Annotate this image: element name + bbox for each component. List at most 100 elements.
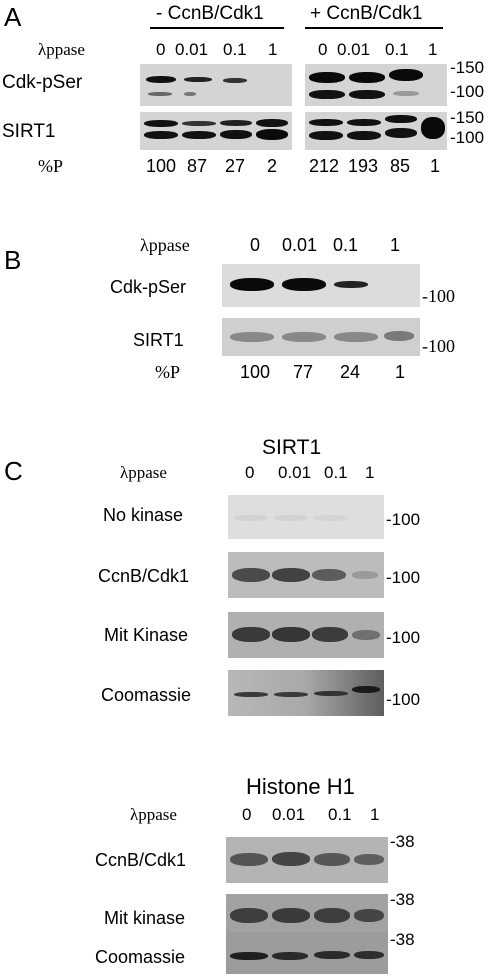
row-label-coomassie-h1: Coomassie bbox=[95, 947, 186, 967]
band bbox=[274, 692, 308, 697]
row-label-sirt1-a: SIRT1 bbox=[2, 121, 56, 142]
sirt1-title-c: SIRT1 bbox=[262, 436, 322, 459]
blot-b-cdk bbox=[222, 264, 420, 307]
ppase-h1-3: 1 bbox=[370, 805, 380, 824]
pct-label-a: %P bbox=[38, 156, 64, 176]
mw-c-coomassie: -100 bbox=[386, 690, 421, 709]
group-plus-underline bbox=[305, 27, 443, 29]
band bbox=[354, 951, 384, 959]
ppase-a-minus-2: 0.1 bbox=[223, 40, 247, 59]
blot-h1-ccnb-cdk1 bbox=[226, 837, 388, 883]
blot-c-ccnb-cdk1 bbox=[228, 552, 384, 598]
band bbox=[347, 119, 381, 126]
blot-b-sirt1 bbox=[222, 318, 420, 356]
panel-b-letter: B bbox=[4, 245, 22, 275]
band bbox=[272, 568, 310, 582]
band bbox=[314, 951, 350, 959]
mw-h1-coomassie: -38 bbox=[390, 930, 415, 949]
band bbox=[385, 128, 417, 138]
band bbox=[144, 120, 178, 127]
band bbox=[312, 569, 346, 581]
band bbox=[232, 627, 270, 642]
group-minus-underline bbox=[150, 27, 284, 29]
band bbox=[220, 120, 252, 126]
band bbox=[309, 90, 345, 99]
row-label-mit-kinase-c: Mit Kinase bbox=[104, 625, 189, 645]
band bbox=[352, 686, 380, 693]
band bbox=[352, 630, 380, 640]
ppase-b-3: 1 bbox=[390, 235, 401, 255]
band bbox=[234, 515, 268, 521]
ppase-c-0: 0 bbox=[245, 463, 255, 482]
pct-a-minus-0: 100 bbox=[146, 156, 177, 176]
mw-a2-150: -150 bbox=[450, 108, 485, 127]
pct-b-0: 100 bbox=[240, 362, 271, 382]
band bbox=[312, 627, 348, 642]
band bbox=[385, 115, 417, 123]
band bbox=[282, 278, 326, 291]
row-label-no-kinase: No kinase bbox=[103, 505, 184, 525]
ppase-h1-1: 0.01 bbox=[272, 805, 306, 824]
band bbox=[349, 90, 385, 99]
mw-h1-ccnb-cdk1: -38 bbox=[390, 832, 415, 851]
pct-b-1: 77 bbox=[293, 362, 314, 382]
band bbox=[272, 908, 310, 923]
band bbox=[220, 130, 252, 139]
pct-a-plus-3: 1 bbox=[430, 156, 441, 176]
band bbox=[421, 117, 445, 139]
band bbox=[309, 119, 343, 126]
pct-a-plus-0: 212 bbox=[309, 156, 340, 176]
mw-a1-150: -150 bbox=[450, 58, 485, 77]
pct-a-plus-2: 85 bbox=[390, 156, 411, 176]
blot-a-cdk-plus bbox=[305, 64, 447, 106]
panel-a-letter: A bbox=[4, 2, 22, 32]
band bbox=[309, 72, 345, 83]
blot-a-sirt1-plus bbox=[305, 112, 447, 150]
band bbox=[393, 91, 419, 96]
band bbox=[314, 515, 348, 521]
mw-b2: -100 bbox=[422, 336, 455, 356]
band bbox=[144, 131, 178, 139]
ppase-b-0: 0 bbox=[250, 235, 261, 255]
pct-a-minus-3: 2 bbox=[267, 156, 278, 176]
row-label-cdk-pser-b: Cdk-pSer bbox=[110, 277, 187, 297]
band bbox=[314, 908, 350, 923]
band bbox=[234, 692, 268, 697]
band bbox=[256, 119, 288, 127]
band bbox=[272, 627, 310, 642]
blot-h1-coomassie bbox=[226, 932, 388, 974]
pct-b-3: 1 bbox=[395, 362, 406, 382]
ppase-h1-2: 0.1 bbox=[328, 805, 352, 824]
mw-c-mit-kinase: -100 bbox=[386, 628, 421, 647]
ppase-a-plus-0: 0 bbox=[318, 40, 328, 59]
panel-c-letter: C bbox=[4, 456, 23, 486]
band bbox=[389, 69, 423, 81]
ppase-a-plus-3: 1 bbox=[428, 40, 438, 59]
row-label-cdk-pser-a: Cdk-pSer bbox=[2, 72, 83, 93]
band bbox=[256, 129, 288, 140]
band bbox=[384, 331, 414, 341]
band bbox=[272, 852, 310, 866]
ppase-a-minus-1: 0.01 bbox=[175, 40, 209, 59]
blot-a-cdk-minus bbox=[140, 64, 292, 106]
band bbox=[334, 332, 378, 342]
band bbox=[354, 909, 384, 922]
pct-a-plus-1: 193 bbox=[348, 156, 379, 176]
band bbox=[230, 908, 268, 923]
band bbox=[230, 853, 268, 866]
band bbox=[309, 131, 343, 140]
blot-h1-mit-kinase bbox=[226, 894, 388, 938]
ppase-c-1: 0.01 bbox=[278, 463, 312, 482]
band bbox=[223, 78, 247, 83]
mw-a2-100: -100 bbox=[450, 128, 485, 147]
blot-a-sirt1-minus bbox=[140, 112, 292, 150]
mw-a1-100: -100 bbox=[450, 82, 485, 101]
ppase-h1-0: 0 bbox=[242, 805, 252, 824]
row-label-sirt1-b: SIRT1 bbox=[133, 330, 184, 350]
ppase-label-c: λppase bbox=[120, 463, 167, 482]
band bbox=[184, 77, 212, 82]
band bbox=[349, 72, 385, 83]
ppase-a-minus-0: 0 bbox=[156, 40, 166, 59]
band bbox=[184, 92, 196, 96]
band bbox=[314, 691, 348, 696]
